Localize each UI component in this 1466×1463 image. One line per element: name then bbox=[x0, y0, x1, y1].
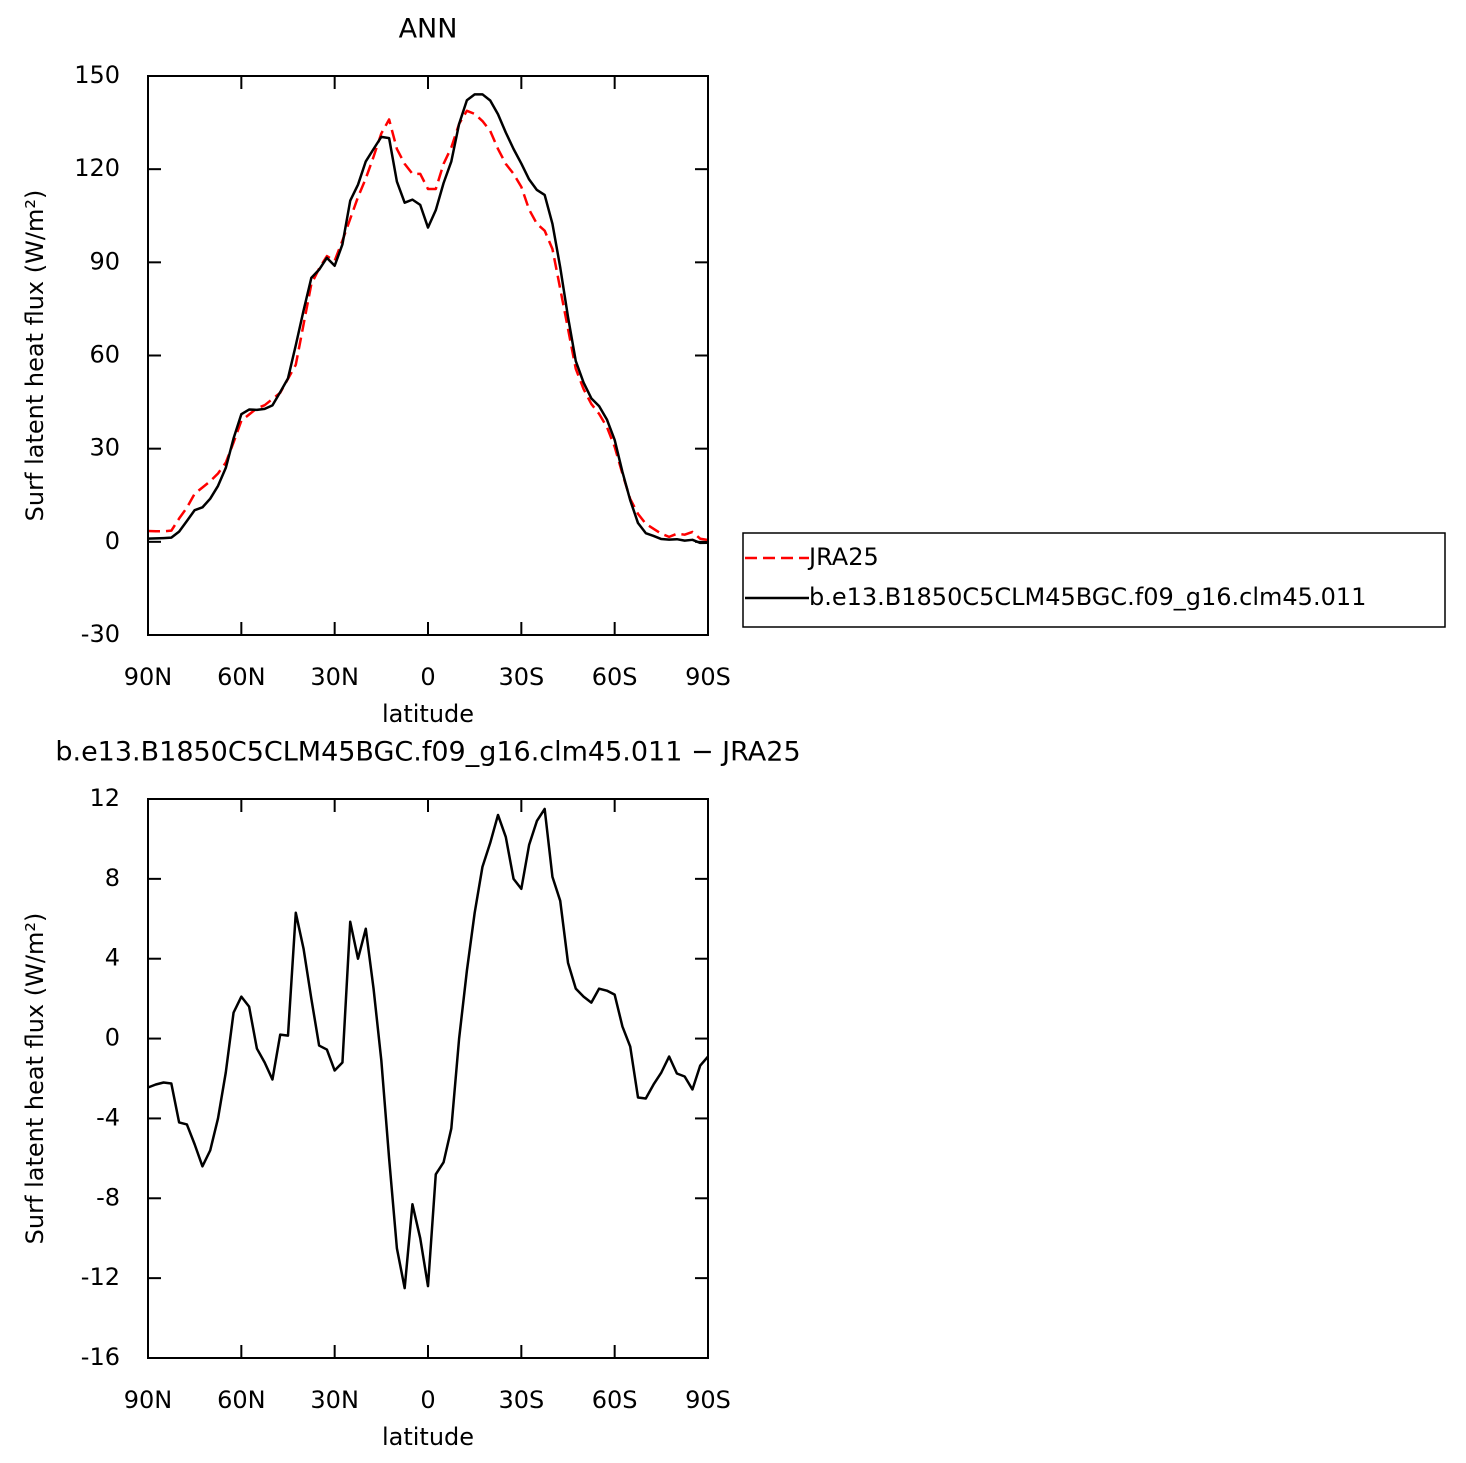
y-axis-label: Surf latent heat flux (W/m²) bbox=[21, 190, 49, 522]
plot-frame bbox=[147, 798, 709, 1359]
y-tick-label: -16 bbox=[81, 1343, 120, 1371]
y-tick-label: 8 bbox=[105, 864, 120, 892]
y-tick-label: -4 bbox=[96, 1103, 120, 1131]
x-tick-label: 0 bbox=[420, 1386, 435, 1414]
x-tick-label: 30S bbox=[498, 1386, 544, 1414]
data-line bbox=[147, 807, 709, 1290]
y-tick-label: 0 bbox=[105, 1024, 120, 1052]
x-tick-label: 60N bbox=[217, 1386, 266, 1414]
data-line bbox=[147, 93, 709, 545]
x-axis-label: latitude bbox=[382, 700, 474, 728]
y-tick-label: 12 bbox=[89, 784, 120, 812]
chart-title: ANN bbox=[399, 14, 458, 45]
x-tick-label: 30N bbox=[310, 663, 359, 691]
legend-box bbox=[742, 532, 1446, 628]
x-tick-label: 60S bbox=[592, 1386, 638, 1414]
x-tick-label: 60S bbox=[592, 663, 638, 691]
y-tick-label: 120 bbox=[74, 154, 120, 182]
x-tick-label: 30N bbox=[310, 1386, 359, 1414]
y-tick-label: -30 bbox=[81, 620, 120, 648]
x-tick-label: 0 bbox=[420, 663, 435, 691]
chart-title: b.e13.B1850C5CLM45BGC.f09_g16.clm45.011 … bbox=[55, 737, 800, 768]
y-tick-label: 60 bbox=[89, 341, 120, 369]
y-axis-label: Surf latent heat flux (W/m²) bbox=[21, 913, 49, 1245]
y-tick-label: -8 bbox=[96, 1183, 120, 1211]
legend-label: JRA25 bbox=[807, 543, 879, 571]
plot-frame bbox=[147, 75, 709, 636]
y-tick-label: 30 bbox=[89, 434, 120, 462]
y-tick-label: 90 bbox=[89, 247, 120, 275]
y-tick-label: 4 bbox=[105, 944, 120, 972]
legend-label: b.e13.B1850C5CLM45BGC.f09_g16.clm45.011 bbox=[809, 583, 1366, 611]
y-tick-label: -12 bbox=[81, 1263, 120, 1291]
x-tick-label: 60N bbox=[217, 663, 266, 691]
x-tick-label: 90N bbox=[124, 663, 173, 691]
y-tick-label: 0 bbox=[105, 527, 120, 555]
x-tick-label: 30S bbox=[498, 663, 544, 691]
x-tick-label: 90S bbox=[685, 663, 731, 691]
y-tick-label: 150 bbox=[74, 61, 120, 89]
x-axis-label: latitude bbox=[382, 1423, 474, 1451]
data-line bbox=[147, 109, 709, 542]
x-tick-label: 90N bbox=[124, 1386, 173, 1414]
x-tick-label: 90S bbox=[685, 1386, 731, 1414]
